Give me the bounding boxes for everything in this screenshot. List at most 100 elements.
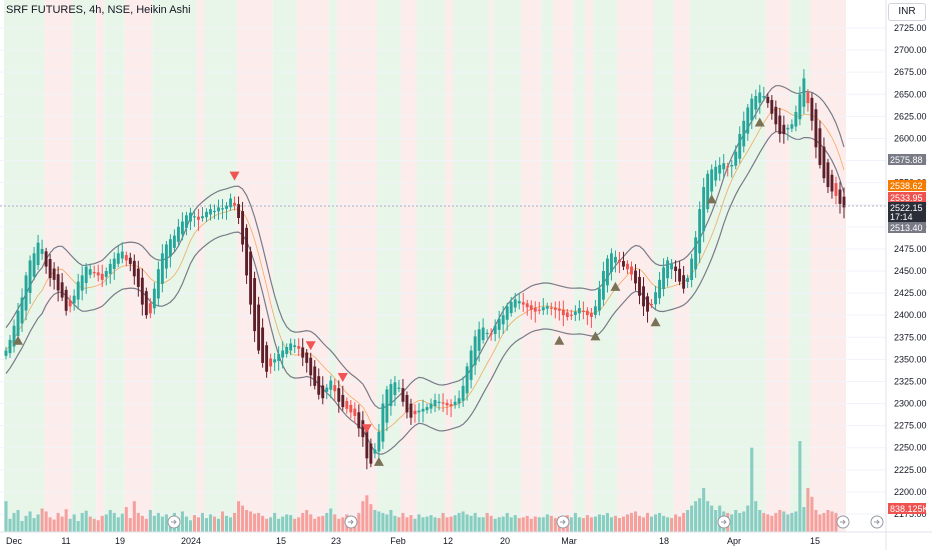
volume-bar xyxy=(313,518,317,532)
candle-body xyxy=(622,260,625,267)
volume-bar xyxy=(666,517,670,532)
volume-bar xyxy=(28,511,32,532)
volume-bar xyxy=(637,515,642,532)
volume-bar xyxy=(12,512,16,532)
volume-bar xyxy=(625,514,630,532)
volume-bar xyxy=(658,512,662,532)
trend-zone xyxy=(72,0,97,532)
chart-grid xyxy=(0,27,886,515)
buy-signal-marker xyxy=(706,194,717,204)
candle-body xyxy=(329,380,333,390)
volume-bar xyxy=(401,512,405,532)
candle-body xyxy=(686,278,690,282)
candle-body xyxy=(822,146,826,179)
candle-body xyxy=(261,327,265,363)
candle-body xyxy=(541,307,545,311)
candle-body xyxy=(369,443,373,464)
volume-bar xyxy=(629,512,634,532)
volume-bar xyxy=(156,512,160,532)
volume-bar xyxy=(802,507,806,532)
price-tag-text: 838.125K xyxy=(890,504,929,514)
candle-body xyxy=(116,253,120,264)
trend-zone xyxy=(573,0,586,532)
candle-body xyxy=(826,162,830,188)
candle-body xyxy=(461,385,465,401)
candle-body xyxy=(321,385,325,399)
volume-bar xyxy=(100,515,104,532)
volume-bar xyxy=(309,514,313,532)
signal-markers xyxy=(13,117,765,466)
candle-body xyxy=(209,209,212,215)
price-tick-label: 2675.00 xyxy=(894,67,927,77)
currency-button[interactable]: INR xyxy=(888,3,926,21)
volume-bar xyxy=(453,515,457,532)
candle-body xyxy=(273,359,277,363)
volume-bar xyxy=(80,512,84,532)
volume-bar xyxy=(369,504,373,532)
candle-body xyxy=(638,276,641,296)
candle-body xyxy=(525,303,529,308)
price-tag-text: 2513.40 xyxy=(890,223,923,233)
candle-body xyxy=(473,336,477,366)
candle-body xyxy=(778,115,782,135)
candle-body xyxy=(349,404,353,413)
candle-body xyxy=(80,275,84,291)
volume-bar xyxy=(397,517,401,532)
volume-bar xyxy=(674,514,678,532)
candle-body xyxy=(754,96,758,110)
volume-bar xyxy=(698,498,702,532)
candle-body xyxy=(309,357,313,376)
candle-body xyxy=(501,315,505,325)
candle-body xyxy=(658,279,662,299)
candle-body xyxy=(626,263,629,270)
candle-body xyxy=(168,239,172,257)
volume-bar xyxy=(204,518,209,532)
candle-body xyxy=(104,271,108,277)
scroll-arrow-icon xyxy=(171,519,177,525)
buy-signal-marker xyxy=(554,335,565,345)
scroll-arrow-icon xyxy=(348,519,354,525)
candle-body xyxy=(249,251,253,305)
volume-bar xyxy=(405,517,409,532)
candle-body xyxy=(557,308,561,311)
price-tag-bg xyxy=(888,154,926,165)
candle-body xyxy=(730,164,734,167)
candle-body xyxy=(714,166,718,181)
buy-signal-marker xyxy=(754,117,765,127)
candle-body xyxy=(758,92,762,103)
heikin-ashi-candles xyxy=(4,69,846,470)
candle-body xyxy=(589,312,593,317)
candle-body xyxy=(497,318,501,330)
candle-body xyxy=(337,388,341,402)
candle-body xyxy=(842,196,846,208)
candle-body xyxy=(738,134,742,159)
volume-bar xyxy=(72,514,76,532)
candle-body xyxy=(577,308,581,314)
sell-signal-marker xyxy=(337,373,348,383)
scroll-arrow-icon xyxy=(874,519,880,525)
trend-zone xyxy=(493,0,522,532)
volume-bar xyxy=(365,495,369,532)
buy-signal-marker xyxy=(590,331,601,341)
candle-body xyxy=(750,98,754,121)
candle-body xyxy=(790,124,794,129)
candle-body xyxy=(393,382,397,396)
volume-bar xyxy=(393,515,397,532)
trend-zone xyxy=(44,0,73,532)
candle-body xyxy=(533,307,537,312)
candle-body xyxy=(565,312,569,317)
volume-bar xyxy=(549,515,553,532)
price-tag-countdown: 17:14 xyxy=(888,211,926,222)
volume-bar xyxy=(128,518,132,532)
candle-body xyxy=(281,350,285,358)
candle-body xyxy=(397,387,401,389)
candle-body xyxy=(164,244,168,269)
candle-body xyxy=(40,248,44,254)
volume-bar xyxy=(377,511,381,532)
candle-body xyxy=(197,216,200,220)
volume-bar xyxy=(465,514,469,532)
trend-zone xyxy=(96,0,105,532)
candle-body xyxy=(297,346,301,349)
volume-bar xyxy=(60,516,64,532)
